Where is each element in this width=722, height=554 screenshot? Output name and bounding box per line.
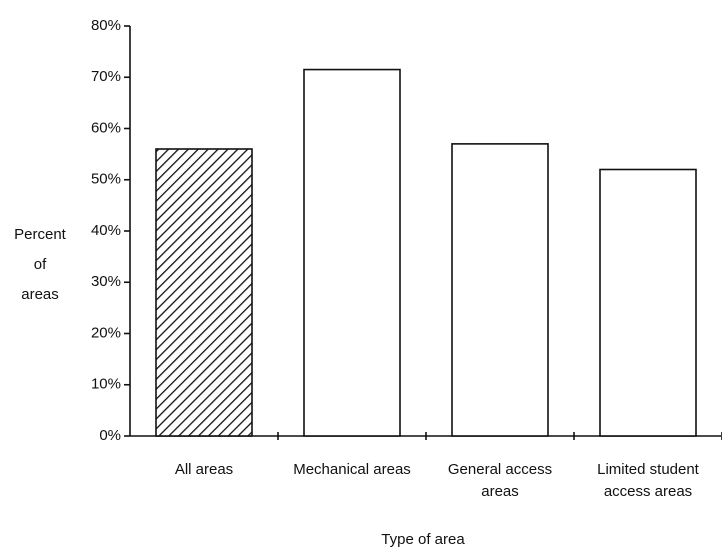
- y-tick-label: 20%: [91, 324, 121, 341]
- x-tick-label: General access: [448, 461, 552, 478]
- x-tick-label: access areas: [604, 483, 692, 500]
- y-axis-label: of: [34, 256, 47, 273]
- bar: [451, 143, 549, 437]
- y-tick-label: 10%: [91, 376, 121, 393]
- y-tick-label: 40%: [91, 222, 121, 239]
- y-tick-label: 80%: [91, 17, 121, 34]
- y-tick-label: 50%: [91, 171, 121, 188]
- x-tick-label: Mechanical areas: [293, 461, 411, 478]
- x-tick-label: All areas: [175, 461, 233, 478]
- y-tick-label: 30%: [91, 273, 121, 290]
- x-axis-label: Type of area: [381, 531, 465, 548]
- y-tick-label: 0%: [99, 427, 121, 444]
- y-tick-label: 60%: [91, 119, 121, 136]
- bar: [155, 148, 253, 437]
- x-tick-label: areas: [481, 483, 519, 500]
- bar: [303, 68, 401, 437]
- y-axis-label: Percent: [14, 226, 67, 243]
- y-axis-label: areas: [21, 286, 59, 303]
- x-tick-label: Limited student: [597, 461, 700, 478]
- y-tick-label: 70%: [91, 68, 121, 85]
- bar: [599, 168, 697, 437]
